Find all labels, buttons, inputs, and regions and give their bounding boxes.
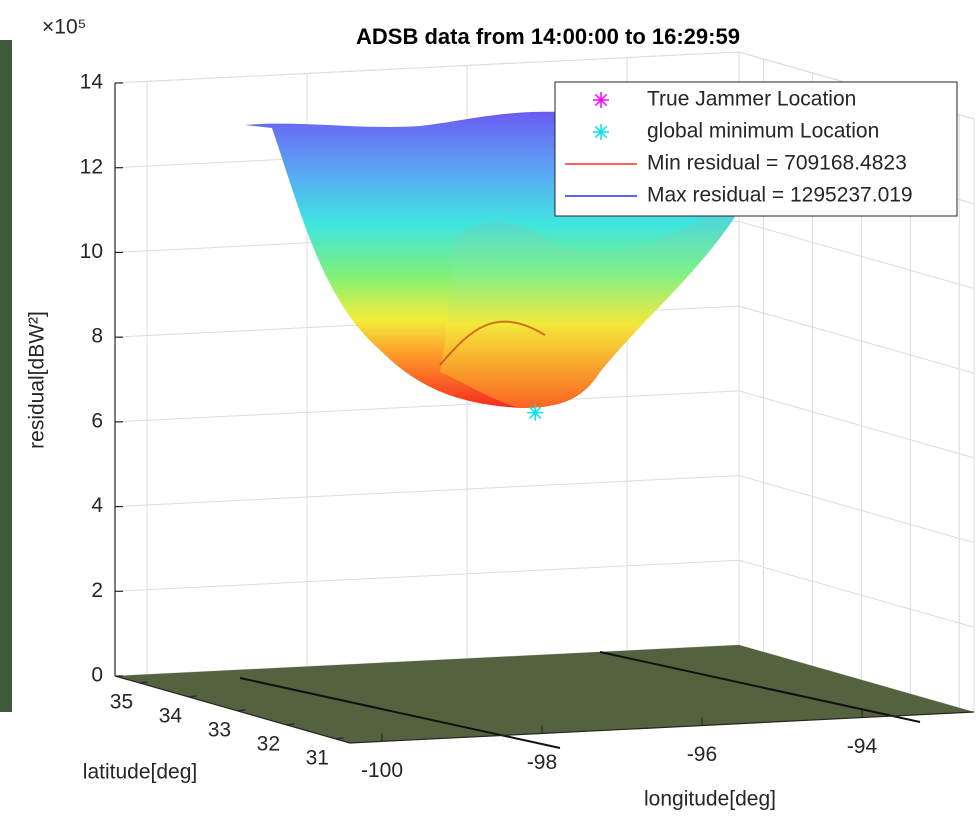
y-tick-label: 32: [257, 732, 280, 755]
y-tick-label: 33: [208, 718, 231, 741]
x-tick-label: -98: [527, 751, 557, 774]
grid-line: [114, 390, 740, 423]
y-axis: [114, 675, 351, 744]
z-axis-label: residual[dBW²]: [26, 311, 49, 449]
axes-front: 0 2 4 6 8 10 12 14 -100 -98 -96 -94 31 32 33 34 35: [80, 71, 975, 782]
grid-line: [738, 305, 975, 374]
legend-label: global minimum Location: [647, 120, 879, 143]
x-tick-label: -94: [847, 735, 878, 758]
map-line: [239, 677, 561, 749]
x-tick-label: -96: [687, 743, 717, 766]
z-tick-label: 14: [80, 71, 104, 94]
surface-fold: [440, 200, 738, 408]
z-tick-label: 12: [80, 155, 103, 178]
z-tick-label: 6: [91, 409, 103, 432]
y-tick-label: 31: [306, 746, 329, 769]
legend: True Jammer Location global minimum Locat…: [554, 81, 958, 217]
x-tick-label: -100: [361, 759, 403, 782]
legend-marker: [593, 92, 609, 108]
surface-ridge: [439, 320, 546, 366]
chart-title: ADSB data from 14:00:00 to 16:29:59: [356, 24, 740, 49]
grid-line: [738, 559, 975, 628]
z-tick-label: 8: [91, 325, 103, 348]
map-floor: [115, 645, 974, 743]
z-tick-label: 2: [91, 579, 103, 602]
map-line: [599, 651, 921, 723]
x-axis: [349, 711, 975, 744]
y-axis-label: latitude[deg]: [83, 761, 197, 784]
z-exponent: ×10⁵: [42, 16, 86, 39]
marker: [527, 404, 544, 421]
y-tick-label: 35: [110, 691, 133, 714]
z-tick-label: 4: [91, 494, 103, 517]
y-tick-label: 34: [159, 704, 183, 727]
legend-label: Max residual = 1295237.019: [647, 184, 913, 207]
grid-line: [114, 475, 740, 508]
grid-line: [738, 475, 975, 544]
grid-line: [738, 390, 975, 459]
grid-line: [114, 51, 740, 84]
map-strip: [0, 40, 12, 712]
grid-line: [114, 559, 740, 592]
z-tick-label: 10: [80, 240, 103, 263]
legend-label: Min residual = 709168.4823: [647, 152, 907, 175]
grid-line: [738, 220, 975, 289]
legend-box: [554, 81, 958, 217]
z-tick-label: 0: [91, 664, 103, 687]
x-axis-label: longitude[deg]: [644, 788, 776, 811]
legend-marker: [593, 124, 609, 140]
legend-label: True Jammer Location: [647, 88, 856, 111]
